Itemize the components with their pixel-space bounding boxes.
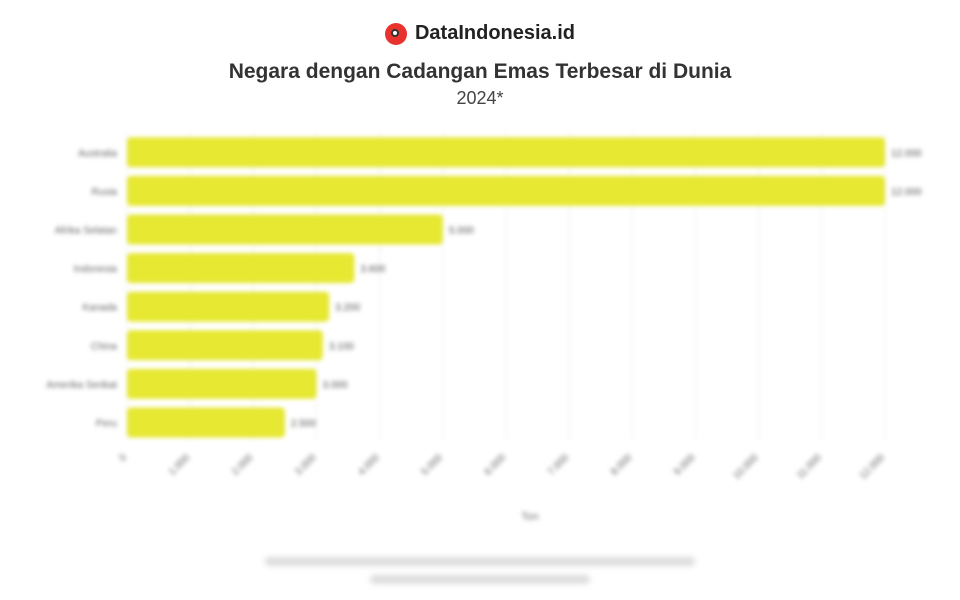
y-tick-label: Kanada <box>83 303 118 314</box>
data-label: 5.000 <box>449 226 474 237</box>
x-tick-label: 5.000 <box>419 452 445 478</box>
bar <box>127 175 885 206</box>
brand-name: DataIndonesia.id <box>414 22 576 44</box>
bar <box>127 214 443 245</box>
y-tick-label: Peru <box>96 419 117 430</box>
data-label: 12.000 <box>891 187 922 198</box>
bar <box>127 368 317 399</box>
data-label: 3.000 <box>323 380 348 391</box>
bar <box>127 407 285 438</box>
bar <box>127 253 355 284</box>
x-tick-label: 12.000 <box>858 452 888 482</box>
y-tick-label: Australia <box>78 148 117 159</box>
x-axis-title: Ton <box>521 511 539 523</box>
x-tick-label: 7.000 <box>546 452 572 478</box>
x-tick-label: 8.000 <box>609 452 635 478</box>
x-tick-label: 4.000 <box>356 452 382 478</box>
x-tick-label: 11.000 <box>795 452 824 481</box>
y-tick-label: Indonesia <box>74 264 118 275</box>
bar <box>127 137 885 168</box>
x-tick-label: 0 <box>117 452 129 464</box>
y-tick-label: China <box>91 341 118 352</box>
y-tick-label: Rusia <box>91 187 117 198</box>
data-label: 3.200 <box>335 303 360 314</box>
chart-subtitle: 2024* <box>456 88 504 108</box>
chart-title: Negara dengan Cadangan Emas Terbesar di … <box>228 60 732 83</box>
data-label: 3.100 <box>329 341 354 352</box>
x-tick-label: 3.000 <box>293 452 319 478</box>
logo-icon <box>384 22 407 45</box>
x-tick-label: 2.000 <box>230 452 256 478</box>
data-label: 3.600 <box>360 264 385 275</box>
source-note <box>265 557 695 566</box>
y-tick-label: Afrika Selatan <box>55 226 117 237</box>
y-tick-label: Amerika Serikat <box>46 380 117 391</box>
bar <box>127 291 330 322</box>
brand-logo: DataIndonesia.id <box>0 22 960 45</box>
x-tick-label: 1.000 <box>167 452 193 478</box>
x-tick-label: 9.000 <box>672 452 698 478</box>
x-tick-label: 10.000 <box>731 452 761 482</box>
data-label: 12.000 <box>891 148 922 159</box>
source-note-line2 <box>370 575 590 584</box>
bar <box>127 330 323 361</box>
data-label: 2.500 <box>291 419 316 430</box>
x-tick-label: 6.000 <box>483 452 509 478</box>
